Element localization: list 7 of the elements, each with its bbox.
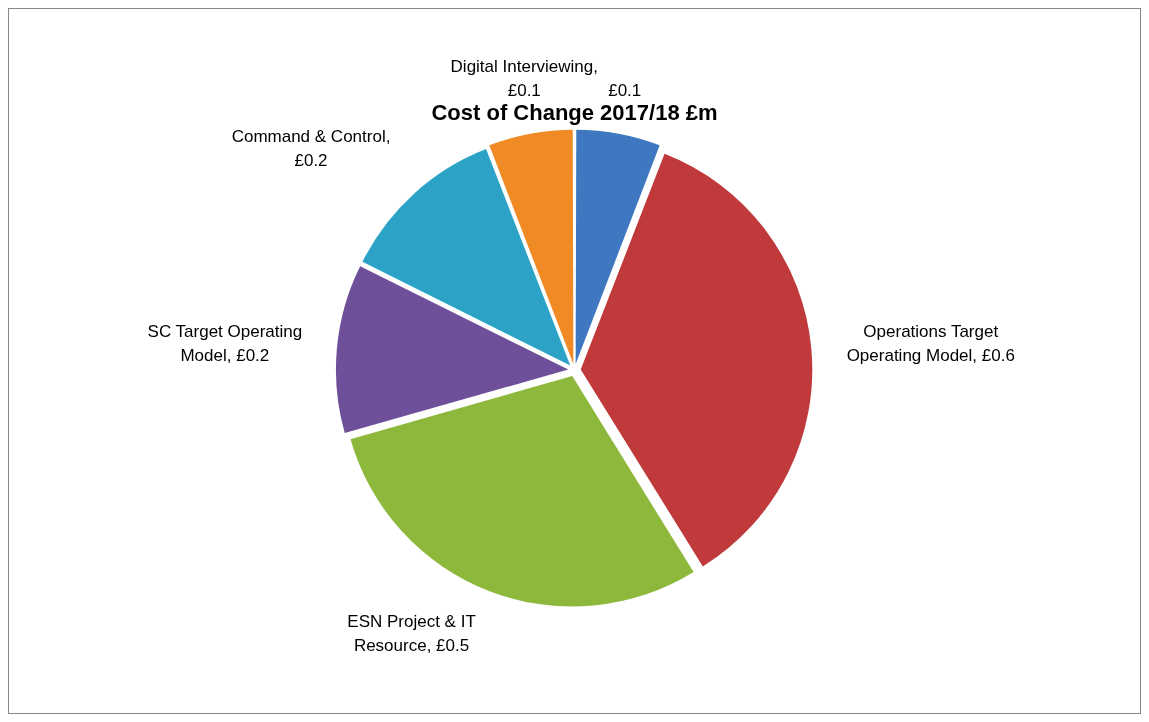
data-label: £0.1 [608, 81, 642, 101]
slice-label: Command & Control, £0.2 [231, 126, 391, 170]
slice-label: SC Target Operating Model, £0.2 [147, 321, 303, 365]
slice-label: Digital Interviewing, £0.1 [450, 57, 598, 101]
text: Cost of Change 2017/18 £m [431, 100, 718, 126]
slice-label: Operations Target Operating Model, £0.6 [846, 321, 1015, 365]
slice-label: ESN Project & IT Resource, £0.5 [347, 612, 476, 656]
